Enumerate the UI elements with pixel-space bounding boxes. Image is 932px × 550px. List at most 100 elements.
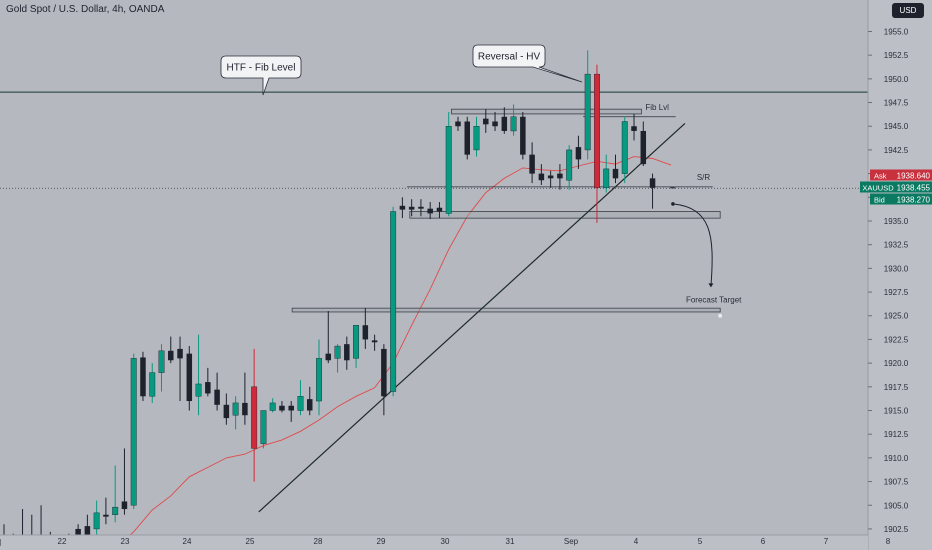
candle-body — [418, 206, 424, 209]
candle-body — [621, 121, 628, 174]
candle-body — [362, 325, 369, 340]
forecast-arrow[interactable] — [672, 203, 713, 287]
candle-body — [93, 512, 100, 530]
symbol-tag — [860, 181, 896, 193]
y-tick-label: 1917.5 — [884, 383, 909, 392]
htf-callout[interactable]: HTF - Fib Level — [220, 55, 302, 96]
candle-body — [483, 118, 489, 125]
candle-body — [427, 208, 433, 214]
candle-body — [501, 116, 508, 131]
candle-body — [603, 168, 610, 189]
y-tick-label: 1945.0 — [884, 122, 909, 131]
candle-body — [473, 126, 480, 151]
ask-value: 1938.640 — [897, 172, 931, 181]
trendline[interactable] — [258, 122, 686, 513]
htf-callout-text: HTF - Fib Level — [227, 63, 296, 74]
reversal-callout[interactable]: Reversal - HV — [472, 44, 583, 83]
candle-body — [149, 372, 156, 397]
candle-body — [353, 325, 360, 359]
candle-body — [130, 358, 137, 506]
symbol-label: XAUUSD — [862, 184, 894, 193]
candle-body — [584, 73, 591, 151]
candle-body — [140, 357, 146, 397]
last-value: 1938.455 — [897, 184, 931, 193]
candle-body — [464, 121, 470, 155]
x-tick-label: 5 — [698, 537, 703, 546]
x-tick-label: 22 — [58, 537, 67, 546]
price-axis[interactable] — [868, 0, 932, 550]
x-tick-label: 8 — [886, 537, 891, 546]
candle-body — [575, 147, 582, 160]
candle-body — [649, 178, 656, 188]
y-tick-label: 1922.5 — [884, 335, 909, 344]
ask-tag — [870, 169, 932, 181]
candle-body — [334, 345, 341, 359]
y-tick-label: 1947.5 — [884, 99, 909, 108]
htf-callout-box — [220, 55, 302, 96]
y-tick-label: 1920.0 — [884, 359, 909, 368]
target-dot — [718, 313, 723, 318]
x-tick-label: 7 — [824, 537, 829, 546]
bid-label: Bid — [874, 196, 885, 205]
y-tick-label: 1950.0 — [884, 75, 909, 84]
zone-fib[interactable] — [451, 108, 642, 115]
y-tick-label: 1910.0 — [884, 454, 909, 463]
candle-body — [242, 402, 248, 416]
candle-body — [112, 506, 119, 515]
candle-body — [168, 350, 174, 361]
candle-body — [594, 73, 600, 189]
x-tick-label: 31 — [506, 537, 515, 546]
candle-body — [297, 396, 304, 411]
ema-line — [101, 156, 672, 550]
x-tick-label: 30 — [441, 537, 450, 546]
bid-tag — [870, 193, 932, 205]
candle-body — [251, 386, 258, 449]
bid-value: 1938.270 — [897, 196, 931, 205]
reversal-callout-box — [472, 44, 583, 83]
y-tick-label: 1905.0 — [884, 501, 909, 510]
candle-body — [492, 121, 498, 127]
candle-body — [510, 116, 517, 132]
sr-label: S/R — [697, 173, 711, 182]
candle-body — [557, 173, 563, 179]
y-tick-label: 1955.0 — [884, 27, 909, 36]
y-tick-label: 1902.5 — [884, 525, 909, 534]
candle-body — [232, 402, 239, 416]
y-tick-label: 1942.5 — [884, 146, 909, 155]
y-tick-label: 1907.5 — [884, 478, 909, 487]
candle-body — [445, 126, 452, 214]
y-tick-label: 1935.0 — [884, 217, 909, 226]
candle-body — [390, 211, 397, 392]
reversal-callout-text: Reversal - HV — [478, 52, 541, 63]
candle-body — [640, 130, 647, 165]
zone-forecast[interactable] — [291, 307, 721, 313]
x-tick-label: 28 — [314, 537, 323, 546]
currency-button[interactable]: USD — [892, 3, 924, 18]
zone-sr-support[interactable] — [409, 211, 721, 219]
candle-body — [371, 340, 378, 343]
x-tick-label: 23 — [121, 537, 130, 546]
chart-title: Gold Spot / U.S. Dollar, 4h, OANDA — [6, 4, 165, 15]
candle-body — [520, 116, 526, 155]
candle-body — [436, 207, 443, 212]
time-axis[interactable] — [0, 535, 868, 550]
y-tick-label: 1912.5 — [884, 430, 909, 439]
candle-body — [223, 404, 230, 419]
candle-body — [121, 501, 128, 510]
candle-body — [186, 353, 193, 402]
candle-body — [381, 348, 387, 397]
last-tag — [870, 181, 932, 193]
x-tick-label: 6 — [761, 537, 766, 546]
candle-body — [316, 358, 322, 402]
x-tick-label: 4 — [634, 537, 639, 546]
x-tick-label: 24 — [183, 537, 192, 546]
candle-body — [279, 405, 285, 411]
y-tick-label: 1930.0 — [884, 264, 909, 273]
candle-body — [325, 353, 332, 361]
y-tick-label: 1925.0 — [884, 312, 909, 321]
candle-body — [538, 173, 545, 181]
forecast-start-dot — [671, 202, 675, 206]
x-tick-label: Sep — [564, 537, 579, 546]
x-tick-label: 29 — [377, 537, 386, 546]
